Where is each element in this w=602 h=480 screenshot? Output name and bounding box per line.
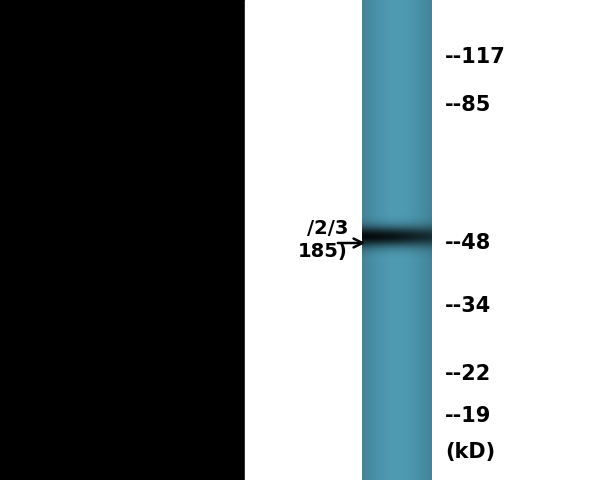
- Text: (kD): (kD): [445, 442, 495, 462]
- Text: 185): 185): [298, 242, 348, 262]
- Text: --48: --48: [445, 233, 491, 253]
- Text: --22: --22: [445, 364, 491, 384]
- Text: --117: --117: [445, 47, 506, 67]
- Text: /2/3: /2/3: [306, 218, 348, 238]
- Text: --85: --85: [445, 95, 491, 115]
- Text: --34: --34: [445, 296, 491, 316]
- Bar: [0, 0, 245, 480]
- Bar: [245, 0, 362, 480]
- Text: --19: --19: [445, 406, 491, 426]
- Bar: [432, 0, 602, 480]
